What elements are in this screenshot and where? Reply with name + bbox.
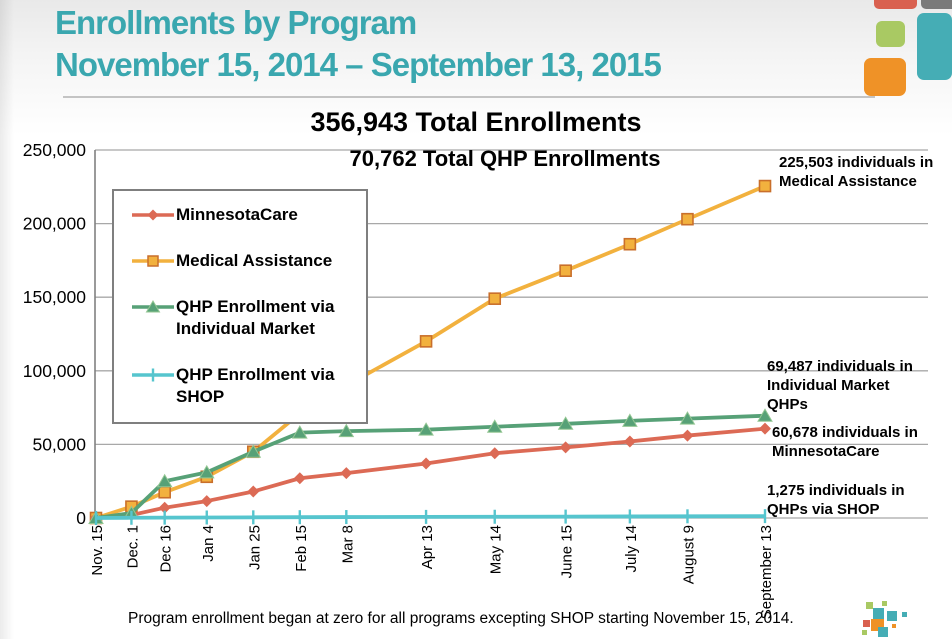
marker-medical-assistance bbox=[158, 485, 171, 499]
marker-qhp-enrollment-via-individual-market bbox=[338, 423, 355, 438]
qhp-enrollment-via-individual-market-marker-icon bbox=[132, 300, 174, 313]
legend-label: MinnesotaCare bbox=[176, 205, 298, 224]
x-axis-tick-label: Nov. 15 bbox=[89, 525, 106, 576]
marker-qhp-enrollment-via-individual-market bbox=[198, 464, 215, 479]
chart-legend: MinnesotaCare Medical Assistance QHP Enrol… bbox=[112, 189, 368, 424]
marker-medical-assistance bbox=[758, 179, 772, 193]
logo-square bbox=[887, 611, 897, 621]
x-axis-tick-label: Jan 4 bbox=[200, 525, 217, 562]
medical-assistance-marker-icon bbox=[132, 255, 174, 267]
annotation-individual-qhp: 69,487 individuals in Individual Market … bbox=[767, 358, 913, 413]
header-divider bbox=[63, 96, 875, 98]
marker-minnesotacare bbox=[247, 485, 260, 498]
x-axis-tick-label: Jan 25 bbox=[246, 525, 263, 570]
logo-square bbox=[878, 627, 888, 637]
slide-title-line1: Enrollments by Program bbox=[55, 4, 417, 41]
annotation-minnesotacare: 60,678 individuals in MinnesotaCare bbox=[772, 424, 918, 460]
legend-item-qhp-enrollment-via-individual-market: QHP Enrollment via Individual Market bbox=[130, 296, 362, 340]
y-axis-tick-label: 150,000 bbox=[23, 287, 87, 307]
x-axis-tick-label: May 14 bbox=[488, 525, 505, 574]
legend-item-medical-assistance: Medical Assistance bbox=[130, 250, 362, 272]
marker-medical-assistance bbox=[488, 292, 502, 305]
series-line-qhp-enrollment-via-shop bbox=[95, 514, 766, 520]
x-axis-tick-label: Apr 13 bbox=[419, 525, 436, 569]
legend-label: Medical Assistance bbox=[176, 251, 333, 270]
marker-minnesotacare bbox=[559, 441, 572, 454]
marker-qhp-enrollment-via-individual-market bbox=[622, 413, 638, 427]
y-axis-tick-label: 100,000 bbox=[23, 361, 87, 381]
slide-title: Enrollments by Program November 15, 2014… bbox=[55, 2, 662, 86]
marker-medical-assistance bbox=[623, 237, 637, 251]
footnote: Program enrollment began at zero for all… bbox=[128, 610, 794, 627]
marker-qhp-enrollment-via-individual-market bbox=[557, 416, 574, 430]
marker-qhp-enrollment-via-individual-market bbox=[757, 408, 773, 422]
marker-qhp-enrollment-via-individual-market bbox=[291, 425, 308, 439]
x-axis-tick-label: June 15 bbox=[559, 525, 576, 578]
minnesotacare-marker-icon bbox=[132, 209, 174, 221]
x-axis-tick-label: Mar 8 bbox=[339, 525, 356, 563]
logo-square bbox=[866, 602, 873, 609]
marker-minnesotacare bbox=[340, 467, 353, 480]
x-axis-tick-label: Feb 15 bbox=[293, 525, 310, 572]
left-edge-shading bbox=[0, 0, 14, 639]
annotation-shop-qhp: 1,275 individuals in QHPs via SHOP bbox=[767, 482, 905, 518]
logo-square bbox=[882, 601, 887, 606]
marker-minnesotacare bbox=[420, 457, 433, 470]
marker-minnesotacare bbox=[623, 435, 636, 448]
y-axis-tick-label: 200,000 bbox=[23, 214, 87, 234]
slide-title-line2: November 15, 2014 – September 13, 2015 bbox=[55, 46, 662, 83]
marker-minnesotacare bbox=[681, 429, 694, 442]
y-axis-tick-label: 0 bbox=[76, 508, 86, 528]
x-axis-tick-label: August 9 bbox=[680, 525, 697, 584]
y-axis-tick-label: 250,000 bbox=[23, 140, 87, 160]
decor-square-red bbox=[874, 0, 917, 9]
marker-minnesotacare bbox=[488, 447, 501, 460]
decor-square-green bbox=[876, 21, 905, 47]
marker-qhp-enrollment-via-individual-market bbox=[486, 419, 503, 433]
y-axis-tick-label: 50,000 bbox=[32, 434, 86, 454]
marker-medical-assistance bbox=[419, 335, 433, 348]
chart-title: 356,943 Total Enrollments bbox=[310, 107, 642, 137]
x-axis-tick-label: Dec 16 bbox=[158, 525, 175, 573]
logo-square bbox=[902, 612, 907, 617]
marker-minnesotacare bbox=[293, 472, 306, 485]
logo-square bbox=[862, 630, 867, 635]
legend-item-qhp-enrollment-via-shop: QHP Enrollment via SHOP bbox=[130, 364, 362, 408]
marker-minnesotacare bbox=[759, 422, 771, 435]
decor-square-orange bbox=[864, 58, 906, 96]
marker-minnesotacare bbox=[200, 495, 213, 508]
legend-label: QHP Enrollment via Individual Market bbox=[176, 297, 335, 338]
annotation-medical-assistance: 225,503 individuals in Medical Assistanc… bbox=[779, 154, 934, 190]
logo-square bbox=[873, 608, 884, 619]
marker-qhp-enrollment-via-individual-market bbox=[418, 422, 434, 436]
x-axis-tick-label: September 13 bbox=[758, 525, 775, 619]
marker-medical-assistance bbox=[559, 264, 572, 278]
decor-square-teal bbox=[917, 13, 952, 80]
x-axis-tick-label: July 14 bbox=[623, 525, 640, 573]
marker-medical-assistance bbox=[681, 212, 694, 226]
chart-subtitle: 70,762 Total QHP Enrollments bbox=[349, 146, 661, 171]
marker-qhp-enrollment-via-individual-market bbox=[245, 444, 262, 458]
legend-item-minnesotacare: MinnesotaCare bbox=[130, 204, 362, 226]
marker-qhp-enrollment-via-individual-market bbox=[679, 411, 696, 425]
x-axis-tick-label: Dec. 1 bbox=[124, 525, 141, 568]
decor-square-gray bbox=[921, 0, 952, 9]
logo-square bbox=[863, 620, 870, 627]
marker-qhp-enrollment-via-individual-market bbox=[156, 473, 173, 488]
marker-minnesotacare bbox=[158, 501, 171, 514]
legend-label: QHP Enrollment via SHOP bbox=[176, 365, 335, 406]
logo-square bbox=[892, 624, 896, 628]
qhp-enrollment-via-shop-marker-icon bbox=[132, 368, 174, 382]
